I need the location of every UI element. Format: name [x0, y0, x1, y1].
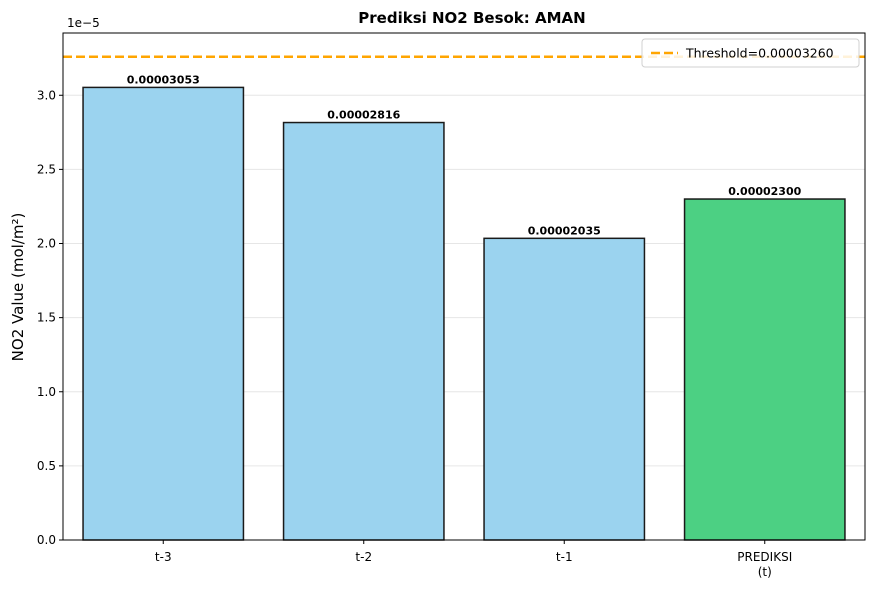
x-tick-label: t-1 — [556, 550, 573, 564]
bar-value-label: 0.00002816 — [327, 109, 400, 122]
bar — [683, 198, 846, 541]
y-tick-label: 2.5 — [37, 162, 56, 176]
bar — [483, 237, 646, 541]
bar-value-label: 0.00003053 — [127, 73, 200, 86]
bar-value-label: 0.00002035 — [528, 224, 601, 237]
y-tick-label: 2.0 — [37, 237, 56, 251]
legend: Threshold=0.00003260 — [641, 38, 860, 68]
bars: 0.00003053 0.00002816 0.00002035 0.00002300 — [82, 73, 846, 541]
x-tick-label: t-2 — [355, 550, 372, 564]
y-tick-label: 3.0 — [37, 88, 56, 102]
y-tick-label: 0.0 — [37, 533, 56, 547]
bar-value-label: 0.00002300 — [728, 185, 801, 198]
legend-box — [641, 38, 860, 68]
y-tick-label: 1.5 — [37, 311, 56, 325]
legend-label: Threshold=0.00003260 — [685, 46, 834, 61]
x-tick-label: (t) — [758, 565, 772, 579]
chart-title: Prediksi NO2 Besok: AMAN — [358, 9, 585, 27]
bar — [82, 86, 245, 541]
y-axis-label: NO2 Value (mol/m²) — [9, 213, 27, 362]
y-tick-label: 0.5 — [37, 459, 56, 473]
x-tick-label: t-3 — [155, 550, 172, 564]
plot-frame — [62, 32, 866, 541]
y-tick-label: 1.0 — [37, 385, 56, 399]
bar — [282, 121, 445, 541]
x-tick-label: PREDIKSI — [737, 550, 792, 564]
y-axis-offset-label: 1e−5 — [67, 16, 100, 30]
axes: 0.0 0.5 1.0 1.5 2.0 2.5 3.0 t-3 t-2 t-1 PREDIKSI(t… — [37, 88, 792, 579]
